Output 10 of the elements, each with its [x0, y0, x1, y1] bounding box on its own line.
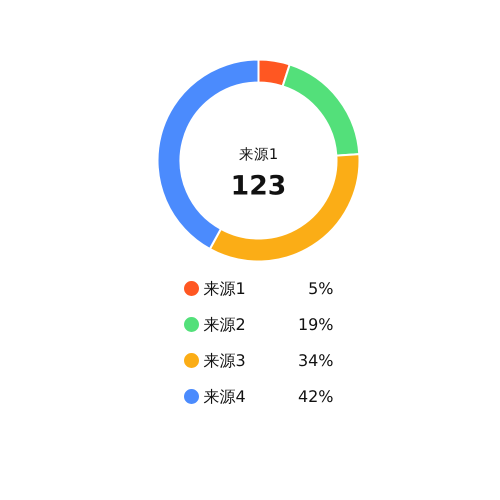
data-label: 19%	[298, 315, 334, 334]
data-label: 5%	[308, 279, 334, 298]
text: 123	[230, 170, 286, 202]
data-label: 34%	[298, 351, 334, 370]
legend-label: 来源3	[204, 351, 246, 370]
data-label: 42%	[298, 387, 334, 406]
text: 来源1	[238, 146, 278, 163]
legend-label: 来源1	[204, 279, 246, 298]
legend-label: 来源2	[204, 315, 246, 334]
legend-label: 来源4	[204, 387, 246, 406]
